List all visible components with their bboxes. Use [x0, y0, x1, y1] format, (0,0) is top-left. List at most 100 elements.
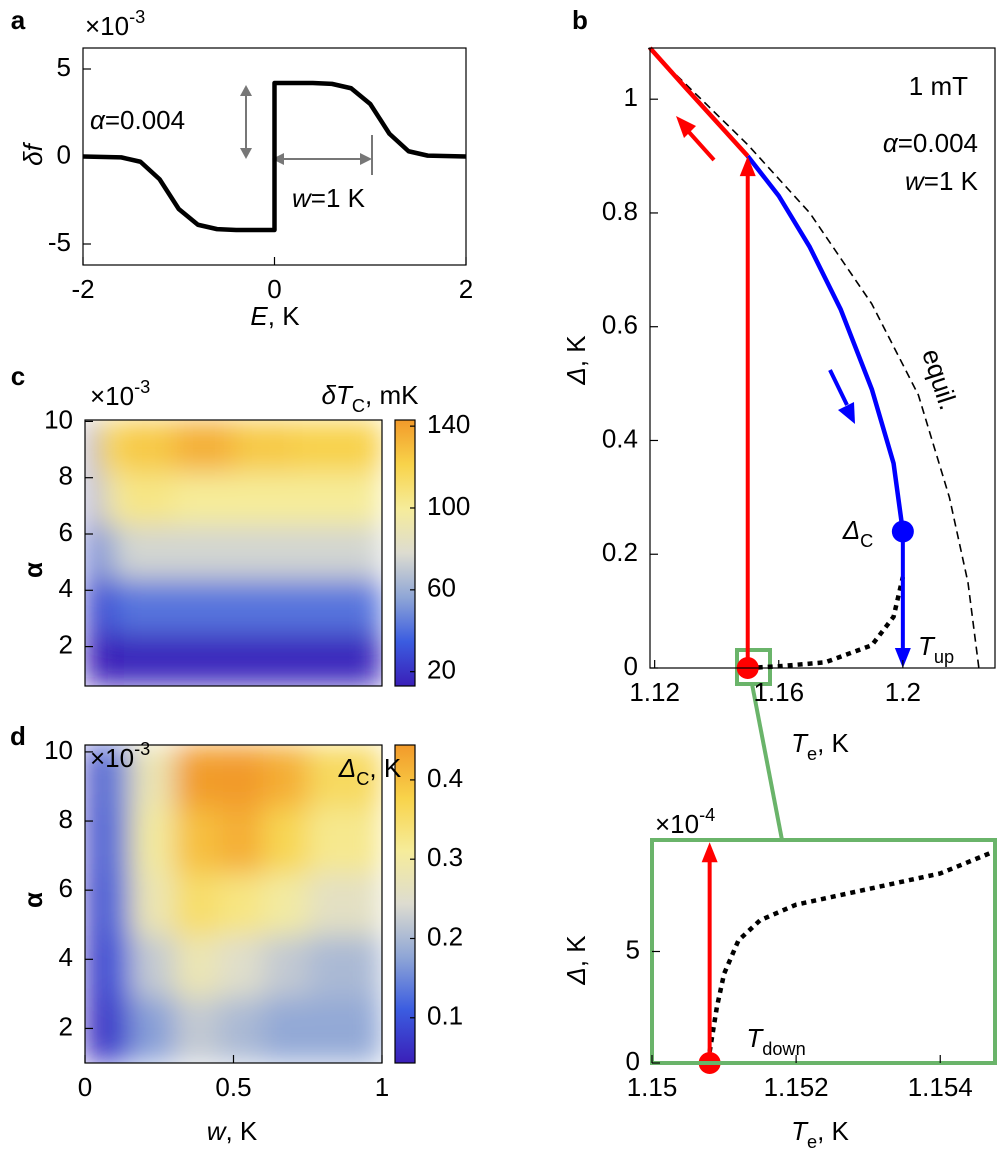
rest: =0.004 [105, 105, 185, 135]
rest: , K [561, 935, 591, 967]
heat-cell [233, 632, 294, 686]
heat-cell [99, 935, 131, 998]
rest: =1 K [311, 183, 366, 213]
x-tick-label: 0 [78, 1072, 92, 1102]
heat-cell [85, 579, 95, 634]
heat-cell [85, 745, 101, 808]
x-axis-label: E, K [250, 301, 300, 331]
heat-cell [114, 525, 175, 580]
annotation: w=1 K [292, 183, 366, 213]
main: δf [18, 141, 48, 165]
rest: , K [561, 335, 591, 367]
y-tick-label: 0 [57, 139, 71, 169]
dimension-arrows [240, 85, 373, 175]
y-tick-label: 6 [59, 517, 73, 547]
sup: -4 [699, 805, 715, 825]
colorbar-tick-label: 0.2 [427, 921, 463, 951]
colorbar-title: ΔC, K [338, 753, 402, 789]
heat-cell [174, 579, 234, 634]
heat-cell [174, 525, 234, 580]
rest: =0.004 [898, 128, 978, 158]
y-tick-label: 8 [59, 461, 73, 491]
x-tick-label: 1.16 [753, 677, 804, 707]
y-tick-label: 0.8 [602, 196, 638, 226]
heat-cell [233, 420, 294, 473]
y-tick-label: 10 [44, 735, 73, 765]
main: w [207, 1116, 228, 1146]
colorbar-tick-label: 140 [427, 409, 470, 439]
main: T [791, 728, 809, 758]
heat-cell [218, 935, 264, 998]
main: T [791, 1116, 809, 1146]
rest: , mK [365, 380, 419, 410]
y-tick-label: 2 [59, 1011, 73, 1041]
arrow-head [701, 842, 718, 863]
frame [84, 419, 383, 687]
colorbar-title: δTC, mK [322, 380, 420, 416]
heat-cell [218, 872, 264, 936]
heat-cell [129, 872, 175, 936]
heat-cell [307, 997, 382, 1063]
x-tick-label: 1.15 [627, 1072, 678, 1102]
heat-cell [174, 632, 234, 686]
annotation: α=0.004 [90, 105, 185, 135]
heat-cell [85, 525, 95, 580]
y-tick-label: 0 [626, 1046, 640, 1076]
y-tick-label: 4 [59, 573, 73, 603]
heat-cell [174, 472, 234, 527]
heat-cell [85, 807, 101, 874]
panel-letter: d [10, 721, 26, 751]
main: ×10 [85, 11, 129, 41]
main: Δ [842, 515, 860, 545]
frame [650, 838, 997, 1065]
direction-arrows [676, 116, 855, 424]
heat-cell [99, 745, 131, 808]
rest: , K [817, 728, 849, 758]
annotation: α=0.004 [883, 128, 978, 158]
heat-cell [129, 935, 175, 998]
heatmap-cells [85, 745, 382, 1063]
heat-cell [263, 872, 309, 936]
x-tick-label: 1.152 [764, 1072, 829, 1102]
heat-cell [218, 807, 264, 874]
y-tick-label: 8 [59, 804, 73, 834]
x-tick-label: 1 [375, 1072, 389, 1102]
heatmap [85, 745, 382, 1063]
heat-cell [129, 807, 175, 874]
annotation: equil. [916, 345, 964, 413]
main: α [90, 105, 106, 135]
heat-cell [99, 997, 131, 1063]
arrow-head [739, 156, 756, 177]
rest: , K [817, 1116, 849, 1146]
heatmap-cells [85, 420, 382, 686]
line [747, 576, 906, 671]
y-tick-label: 10 [44, 404, 73, 434]
heat-cell [292, 632, 382, 686]
y-tick-label: 5 [57, 52, 71, 82]
main: ×10 [90, 381, 134, 411]
heat-cell [129, 997, 175, 1063]
main: α [18, 562, 48, 578]
y-tick-label: 5 [626, 934, 640, 964]
main: Δ [561, 367, 591, 385]
main: w [292, 183, 313, 213]
heat-cell [233, 579, 294, 634]
point [891, 520, 914, 543]
rest: =1 K [924, 166, 979, 196]
heat-cell [114, 472, 175, 527]
heat-cell [307, 935, 382, 998]
heat-cell [292, 420, 382, 473]
heat-cell [292, 579, 382, 634]
line [648, 46, 750, 158]
heat-cell [93, 420, 116, 473]
colorbar [394, 744, 416, 1064]
heat-cell [93, 472, 116, 527]
main: Δ [338, 753, 356, 783]
x-axis-label: w, K [207, 1116, 258, 1146]
heat-cell [85, 472, 95, 527]
main: T [746, 1023, 764, 1053]
annotation: 1 mT [909, 71, 968, 101]
heat-cell [85, 997, 101, 1063]
y-tick-label: 2 [59, 629, 73, 659]
y-tick-label: -5 [48, 227, 71, 257]
